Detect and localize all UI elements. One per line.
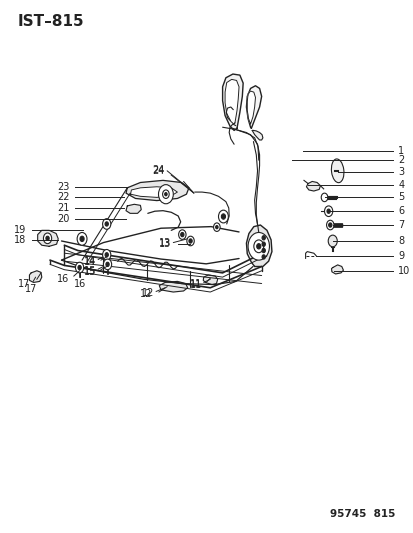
- Circle shape: [75, 262, 83, 273]
- Circle shape: [178, 230, 185, 239]
- Text: 16: 16: [73, 279, 85, 289]
- Circle shape: [158, 184, 173, 204]
- Circle shape: [326, 209, 330, 213]
- Text: 10: 10: [397, 266, 409, 276]
- Polygon shape: [225, 79, 238, 124]
- Text: 19: 19: [14, 225, 26, 236]
- Circle shape: [218, 210, 228, 223]
- Text: 5: 5: [397, 192, 404, 203]
- Circle shape: [180, 232, 183, 237]
- Text: IST–815: IST–815: [17, 14, 83, 29]
- Circle shape: [77, 232, 87, 245]
- Text: 9: 9: [397, 251, 403, 261]
- Circle shape: [261, 242, 265, 246]
- Circle shape: [215, 225, 218, 229]
- Text: 20: 20: [57, 214, 69, 224]
- Circle shape: [105, 253, 108, 257]
- Polygon shape: [126, 204, 141, 213]
- Circle shape: [102, 249, 111, 260]
- Circle shape: [328, 235, 337, 247]
- Circle shape: [46, 236, 49, 240]
- Circle shape: [103, 259, 112, 270]
- Polygon shape: [203, 275, 217, 285]
- Circle shape: [80, 236, 84, 241]
- Text: 1: 1: [397, 146, 403, 156]
- Text: 8: 8: [397, 236, 403, 246]
- Circle shape: [213, 223, 220, 231]
- Circle shape: [164, 192, 167, 196]
- Text: 7: 7: [397, 220, 404, 230]
- Circle shape: [320, 193, 327, 201]
- Text: 12: 12: [140, 289, 152, 299]
- Text: 24: 24: [152, 165, 165, 175]
- Circle shape: [256, 244, 260, 249]
- Text: 18: 18: [14, 235, 26, 245]
- Text: 15: 15: [84, 267, 96, 277]
- Polygon shape: [222, 74, 242, 131]
- Circle shape: [102, 219, 111, 229]
- Text: 22: 22: [57, 192, 69, 203]
- Text: 4: 4: [397, 180, 403, 190]
- Circle shape: [105, 222, 108, 226]
- Text: 11: 11: [189, 279, 202, 288]
- Circle shape: [186, 236, 194, 246]
- Text: 17: 17: [18, 279, 30, 288]
- Polygon shape: [306, 181, 320, 191]
- Polygon shape: [130, 187, 177, 197]
- Text: 3: 3: [397, 167, 403, 177]
- Circle shape: [43, 233, 52, 244]
- Circle shape: [106, 262, 109, 266]
- Text: 6: 6: [397, 206, 403, 216]
- Text: 16: 16: [57, 274, 69, 284]
- Circle shape: [247, 232, 269, 260]
- Text: 17: 17: [24, 284, 37, 294]
- Circle shape: [78, 265, 81, 270]
- Text: 13: 13: [159, 238, 171, 247]
- Text: 21: 21: [57, 203, 69, 213]
- Text: 13: 13: [159, 239, 171, 248]
- Circle shape: [261, 236, 265, 240]
- Polygon shape: [247, 91, 255, 124]
- Text: 24: 24: [152, 166, 165, 176]
- Circle shape: [324, 206, 332, 216]
- Polygon shape: [246, 225, 271, 266]
- Polygon shape: [331, 265, 343, 274]
- Polygon shape: [252, 131, 262, 140]
- Circle shape: [221, 214, 225, 219]
- Polygon shape: [126, 180, 188, 200]
- Text: 12: 12: [142, 288, 154, 298]
- Ellipse shape: [330, 159, 343, 183]
- Text: 2: 2: [397, 155, 404, 165]
- Circle shape: [261, 255, 265, 259]
- Circle shape: [253, 240, 263, 253]
- Polygon shape: [29, 271, 42, 282]
- Circle shape: [162, 190, 169, 198]
- Text: 14: 14: [84, 256, 96, 266]
- Polygon shape: [159, 281, 187, 292]
- Circle shape: [328, 223, 331, 227]
- Circle shape: [261, 248, 265, 253]
- Text: 95745  815: 95745 815: [329, 509, 394, 519]
- Text: 23: 23: [57, 182, 69, 192]
- Polygon shape: [246, 86, 261, 128]
- Circle shape: [188, 239, 192, 243]
- Polygon shape: [38, 230, 58, 246]
- Text: 11: 11: [189, 280, 202, 289]
- Circle shape: [326, 220, 333, 230]
- Text: 14: 14: [84, 257, 96, 267]
- Text: 15: 15: [84, 266, 96, 276]
